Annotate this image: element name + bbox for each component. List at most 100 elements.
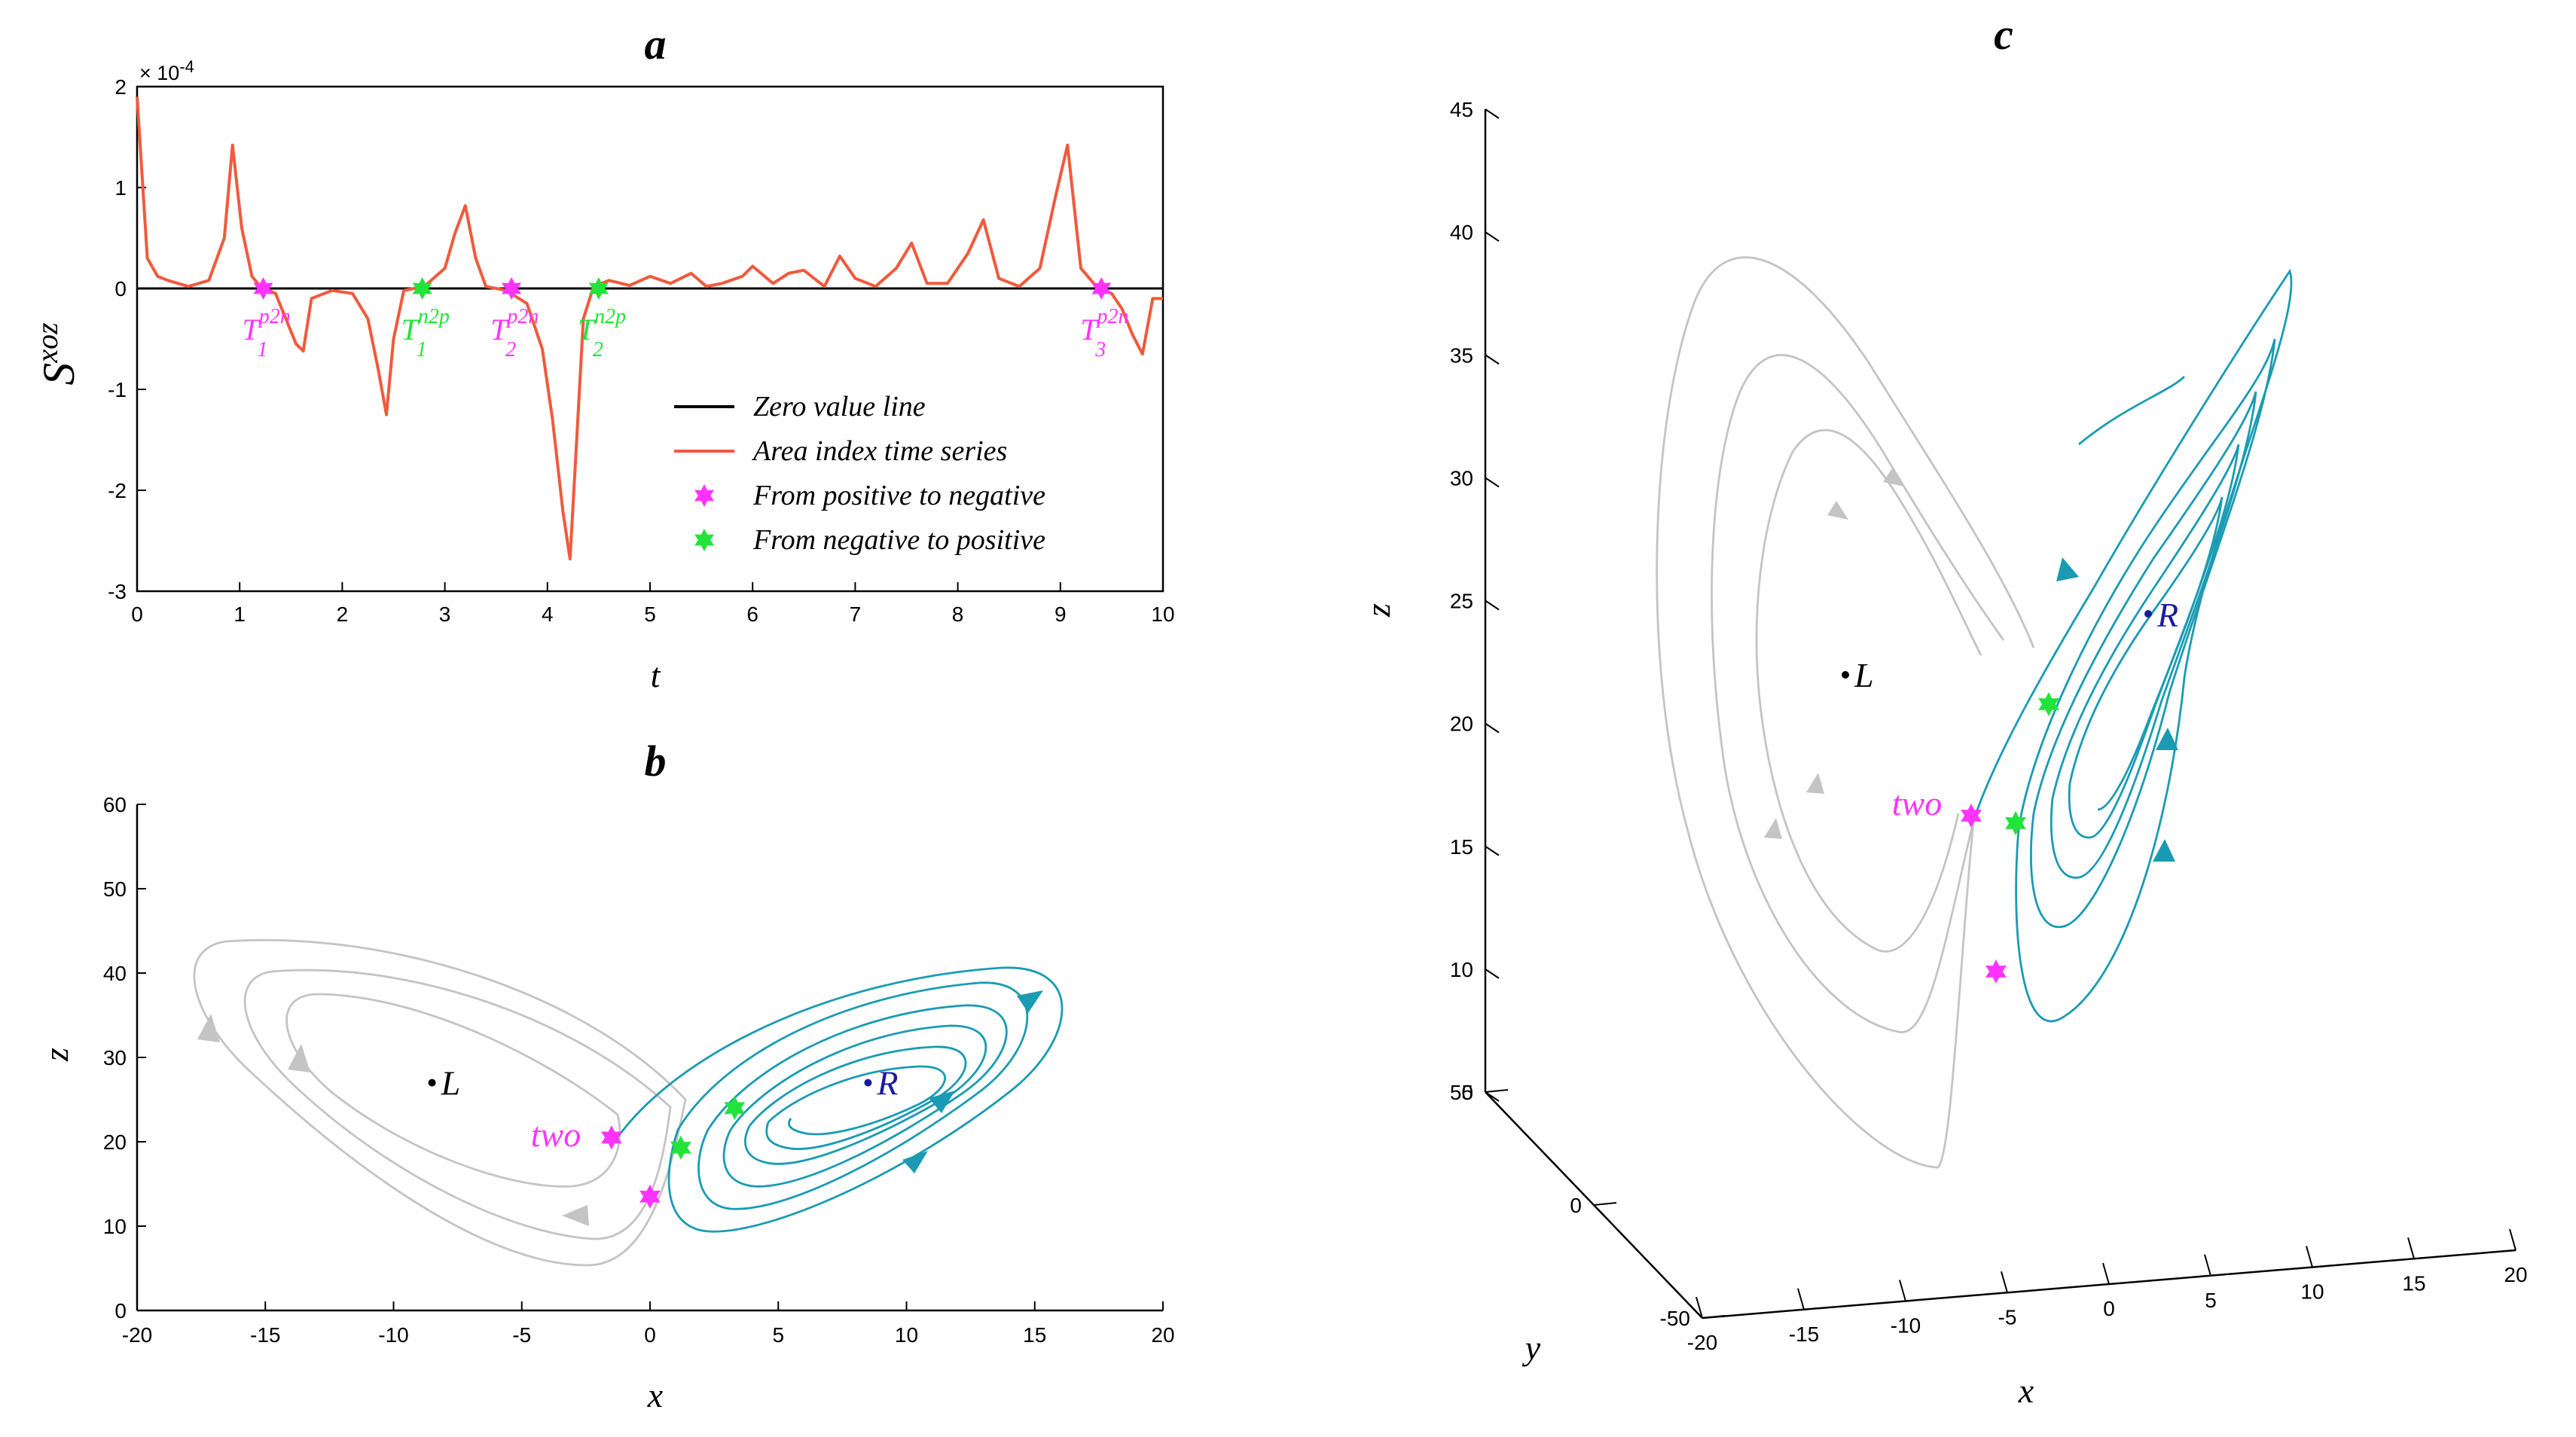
y-tick-label: -2	[108, 479, 127, 502]
x-tick-label: 10	[895, 1323, 918, 1347]
x-tick-label: 15	[1023, 1323, 1046, 1347]
grey-orbit-outer	[193, 938, 687, 1267]
legend-label: From positive to negative	[752, 480, 1045, 511]
x-tick-label: 8	[952, 603, 964, 626]
grey-arrow-icon	[1806, 773, 1824, 794]
x-tick	[1899, 1280, 1906, 1301]
legend-swatch	[694, 484, 714, 507]
x-tick-label: -10	[1891, 1314, 1921, 1338]
legend-label: Zero value line	[753, 391, 926, 423]
x-tick	[2306, 1246, 2313, 1268]
panel-a-markers: Tp2n 1 Tn2p 1 Tp2n 2 Tn2p 2 Tp2n 3	[243, 277, 1129, 362]
z-tick-label: 45	[1450, 98, 1473, 121]
panel-c-two-annotation: two	[1892, 784, 1942, 822]
fixed-point-L-label: L	[441, 1064, 461, 1103]
z-tick-label: 30	[1450, 466, 1473, 490]
z-tick	[1485, 722, 1500, 734]
pos-to-neg-marker	[502, 277, 522, 300]
teal-orbit-tail	[2078, 376, 2185, 446]
y-tick-label: 10	[103, 1215, 127, 1238]
panel-b-teal-orbit	[616, 966, 1064, 1233]
panel-c-z-ticks: 45 40 35 30 25 20 15 10 5	[1450, 98, 1500, 1104]
x-tick	[2204, 1254, 2211, 1277]
panel-a-title: a	[645, 20, 667, 69]
grey-arrow-icon	[562, 1205, 589, 1226]
x-tick-label: -5	[1998, 1305, 2017, 1329]
panel-b: b -20 -15 -10 -5 0 5 10 15 20 60 50 40 30 20 10 0 x z	[37, 737, 1175, 1414]
pos-to-neg-marker	[253, 277, 273, 300]
z-tick	[1485, 845, 1500, 856]
z-tick	[1485, 1091, 1500, 1102]
pos-to-neg-marker	[639, 1184, 661, 1209]
y-tick-label: 1	[114, 176, 127, 200]
panel-b-markers	[601, 1096, 746, 1209]
panel-b-teal-arrows	[902, 990, 1043, 1173]
z-tick-label: 40	[1450, 221, 1473, 244]
x-tick-label: -15	[250, 1323, 280, 1347]
grey-arrow-icon	[197, 1014, 220, 1042]
x-tick-label: 0	[2103, 1297, 2115, 1320]
marker-label: Tn2p 2	[578, 305, 626, 362]
grey-arrow-icon	[1827, 501, 1848, 520]
x-tick-label: 20	[2504, 1263, 2527, 1286]
teal-arrow-icon	[929, 1091, 955, 1113]
legend-label: Area index time series	[751, 435, 1007, 467]
panel-c-teal-orbit	[1972, 268, 2293, 1023]
z-tick	[1485, 108, 1500, 119]
x-tick-label: -20	[122, 1323, 152, 1347]
teal-orbit-ring	[2068, 496, 2223, 811]
fixed-point-R-label: R	[876, 1064, 898, 1103]
teal-orbit-ring	[748, 1045, 967, 1150]
x-tick-label: -5	[512, 1323, 531, 1347]
x-tick-label: -20	[1687, 1331, 1717, 1354]
neg-to-pos-marker	[2005, 811, 2026, 835]
neg-to-pos-marker	[412, 277, 432, 300]
panel-b-y-ticks: 60 50 40 30 20 10 0	[103, 793, 146, 1323]
teal-orbit-ring	[707, 1004, 1008, 1188]
panel-c-y-ticks: 50 0 -50	[1450, 1081, 1726, 1330]
panel-c-markers	[1961, 692, 2059, 984]
pos-to-neg-marker	[1985, 960, 2007, 984]
neg-to-pos-marker	[670, 1135, 691, 1160]
x-tick-label: 6	[746, 603, 758, 626]
x-tick	[2102, 1262, 2110, 1285]
y-tick-label: 0	[1570, 1194, 1582, 1217]
x-tick-label: 10	[1151, 603, 1174, 626]
teal-orbit-ring	[2017, 338, 2276, 929]
y-tick	[1485, 1089, 1509, 1093]
panel-b-x-label: x	[647, 1376, 664, 1414]
x-tick	[2407, 1237, 2415, 1259]
x-tick	[2509, 1228, 2516, 1251]
x-tick-label: 7	[850, 603, 862, 626]
y-tick-label: 0	[114, 1299, 127, 1323]
grey-arrow-icon	[288, 1044, 310, 1072]
x-tick-label: 5	[644, 603, 656, 626]
pos-to-neg-marker	[1091, 277, 1112, 300]
y-tick-label: -1	[108, 378, 127, 401]
marker-label: Tp2n 2	[490, 305, 539, 362]
teal-orbit-ring	[676, 981, 1029, 1210]
panel-b-x-ticks: -20 -15 -10 -5 0 5 10 15 20	[122, 1301, 1175, 1347]
z-tick-label: 35	[1450, 343, 1473, 367]
panel-b-grey-orbit	[193, 938, 687, 1267]
marker-label: Tp2n 1	[243, 305, 291, 362]
x-tick-label: 0	[644, 1323, 656, 1347]
z-tick-label: 15	[1450, 835, 1473, 859]
panel-a-x-ticks: 0 1 2 3 4 5 6 7 8 9 10	[131, 582, 1175, 626]
fixed-point-L-dot	[1842, 671, 1849, 679]
panel-c-y-label: y	[1522, 1329, 1541, 1367]
fixed-point-L-dot	[428, 1079, 436, 1087]
panel-b-grey-arrows	[197, 1014, 589, 1226]
x-tick	[2001, 1271, 2008, 1293]
y-tick-label: 20	[103, 1130, 127, 1154]
x-tick	[1797, 1288, 1805, 1310]
teal-orbit-ring	[1972, 268, 2293, 1023]
panel-c-x-ticks: -20 -15 -10 -5 0 5 10 15 20	[1687, 1228, 2528, 1354]
teal-orbit-ring	[2032, 391, 2257, 879]
grey-arrow-icon	[1764, 818, 1782, 839]
panel-c-grey-arrows	[1764, 468, 1904, 839]
panel-a-x-label: t	[651, 656, 661, 694]
